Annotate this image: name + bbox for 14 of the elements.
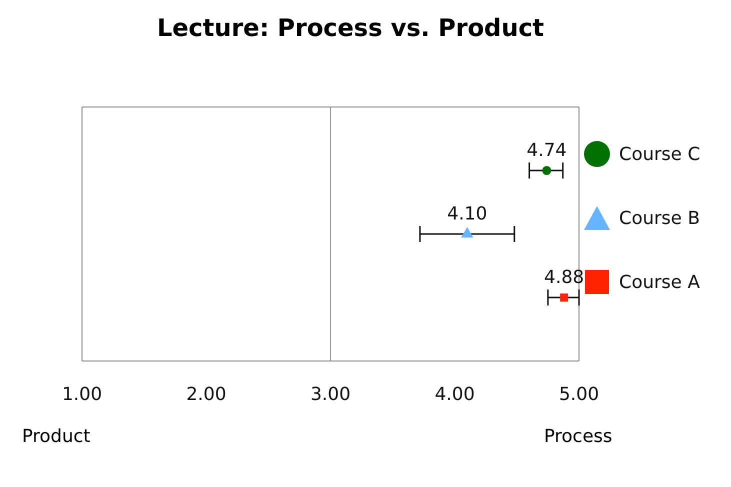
text: Product [22, 426, 90, 447]
x-tick-label: 4.00 [434, 384, 475, 405]
data-label: 4.88 [544, 266, 584, 288]
legend-label: Course C [619, 144, 700, 164]
x-tick-label: 5.00 [558, 384, 600, 405]
data-label: 4.74 [526, 140, 567, 161]
x-tick-label: 1.00 [62, 384, 102, 405]
x-tick-label: 2.00 [186, 384, 226, 405]
chart-title: Lecture: Process vs. Product [156, 14, 546, 44]
legend-label: Course A [619, 272, 700, 292]
legend-label: Course B [619, 208, 700, 228]
text: Process [544, 426, 612, 447]
x-tick-label: 3.00 [310, 384, 351, 405]
data-label: 4.10 [447, 203, 488, 224]
